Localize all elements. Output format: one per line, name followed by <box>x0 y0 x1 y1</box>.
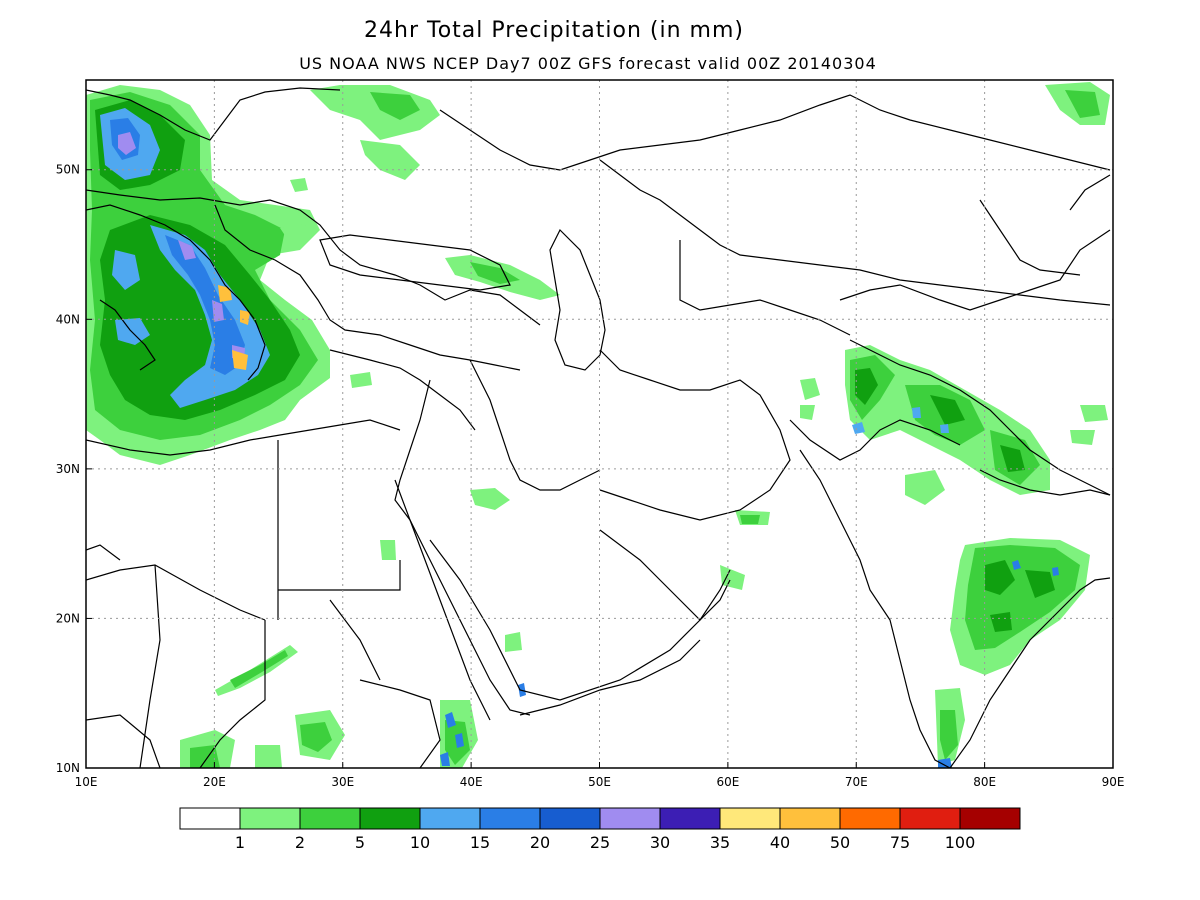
x-tick-label: 50E <box>588 775 611 789</box>
colorbar-label: 30 <box>650 833 670 852</box>
precip-area-himalaya-darkgreen <box>855 368 1025 472</box>
colorbar-label: 40 <box>770 833 790 852</box>
y-axis: 10N 20N 30N 40N 50N <box>56 163 92 775</box>
precip-area-arabia-blue <box>440 683 526 766</box>
colorbar-label: 25 <box>590 833 610 852</box>
x-tick-label: 70E <box>845 775 868 789</box>
precip-area-east-india-green <box>940 545 1080 760</box>
colorbar-swatch <box>659 807 721 830</box>
precip-area-caucasus-green <box>470 262 520 284</box>
precipitation-field <box>86 82 1110 768</box>
colorbar-swatch <box>419 807 481 830</box>
chart-subtitle: US NOAA NWS NCEP Day7 00Z GFS forecast v… <box>299 54 877 73</box>
precip-area-arabia <box>350 372 770 768</box>
country-borders <box>86 87 1111 768</box>
precip-area-north-green <box>370 90 1100 120</box>
colorbar-label: 100 <box>945 833 976 852</box>
colorbar-swatch <box>719 807 781 830</box>
y-tick-label: 40N <box>56 312 80 326</box>
colorbar-label: 20 <box>530 833 550 852</box>
colorbar-swatch <box>539 807 601 830</box>
colorbar-label: 5 <box>355 833 365 852</box>
precip-area-east-india-darkgreen <box>985 560 1055 632</box>
colorbar-swatch <box>239 807 301 830</box>
colorbar-label: 75 <box>890 833 910 852</box>
colorbar-swatch <box>839 807 901 830</box>
colorbar-label: 2 <box>295 833 305 852</box>
precip-area-belarus <box>310 82 1110 180</box>
x-tick-label: 80E <box>973 775 996 789</box>
precip-area-europe-blue <box>110 118 245 375</box>
colorbar-swatch <box>479 807 541 830</box>
precip-area-europe-orange <box>218 285 250 370</box>
colorbar-label: 15 <box>470 833 490 852</box>
y-tick-label: 30N <box>56 462 80 476</box>
colorbar-swatch <box>779 807 841 830</box>
map-grid <box>86 80 1113 768</box>
colorbar-swatch <box>959 807 1021 830</box>
colorbar-swatch <box>599 807 661 830</box>
precip-area-sudan-green <box>190 650 332 768</box>
y-tick-label: 20N <box>56 611 80 625</box>
colorbar-swatch <box>359 807 421 830</box>
precip-area-arabia-green <box>445 515 760 765</box>
colorbar-label: 10 <box>410 833 430 852</box>
x-tick-label: 40E <box>460 775 483 789</box>
precip-area-himalaya-blue <box>852 407 949 434</box>
chart-title: 24hr Total Precipitation (in mm) <box>364 18 744 43</box>
precip-area-caucasus <box>280 178 560 300</box>
x-axis: 10E 20E 30E 40E 50E 60E 70E 80E 90E <box>75 762 1125 789</box>
x-tick-label: 20E <box>203 775 226 789</box>
colorbar-label: 1 <box>235 833 245 852</box>
colorbar: 1 2 5 10 15 20 25 30 35 40 50 75 100 <box>179 807 1021 852</box>
precip-area-europe-lavender <box>118 132 245 360</box>
y-tick-label: 50N <box>56 163 80 177</box>
colorbar-swatch <box>299 807 361 830</box>
x-tick-label: 60E <box>716 775 739 789</box>
x-tick-label: 90E <box>1102 775 1125 789</box>
y-tick-label: 10N <box>56 761 80 775</box>
colorbar-swatch <box>179 807 241 830</box>
colorbar-swatch <box>899 807 961 830</box>
colorbar-label: 35 <box>710 833 730 852</box>
x-tick-label: 10E <box>75 775 98 789</box>
x-tick-label: 30E <box>331 775 354 789</box>
colorbar-label: 50 <box>830 833 850 852</box>
